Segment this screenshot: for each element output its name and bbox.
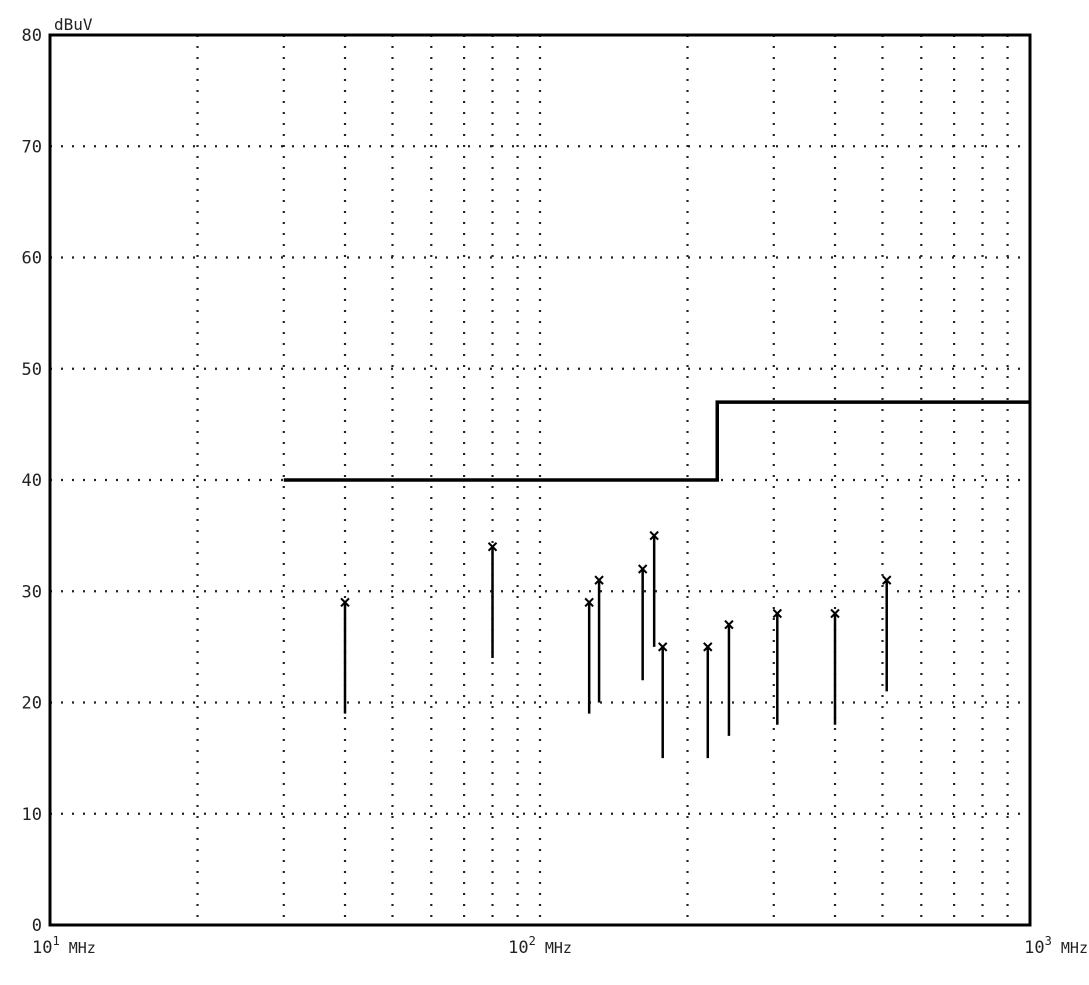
plot-frame: [48, 33, 1032, 927]
y-tick-label: 30: [22, 582, 42, 602]
measurement-x-mark: [637, 564, 648, 574]
measurement-x-mark: [584, 597, 594, 608]
measurements-layer: [340, 530, 892, 759]
measurement-x-mark: [882, 575, 892, 585]
measurement-marker: [487, 542, 498, 658]
measurement-x-mark: [830, 608, 840, 619]
plot-frame-layer: [48, 33, 1032, 927]
y-tick-label: 70: [22, 137, 42, 157]
y-tick-label: 20: [22, 694, 42, 714]
measurement-marker: [637, 564, 648, 681]
measurement-marker: [657, 642, 668, 759]
y-tick-label: 50: [22, 360, 42, 380]
y-tick-label: 40: [22, 471, 42, 491]
measurement-marker: [830, 608, 840, 725]
measurement-x-mark: [657, 642, 668, 652]
measurement-marker: [772, 608, 783, 725]
measurement-x-mark: [724, 619, 734, 630]
x-tick-label: 102 MHz: [508, 934, 572, 958]
y-tick-label: 60: [22, 249, 42, 269]
measurement-marker: [882, 575, 892, 692]
measurement-x-mark: [772, 608, 783, 619]
x-tick-label: 103 MHz: [1024, 934, 1088, 958]
y-tick-label: 10: [22, 805, 42, 825]
measurement-x-mark: [649, 530, 659, 541]
measurement-x-mark: [703, 642, 713, 652]
y-unit-label: dBuV: [54, 15, 93, 34]
limit-line-layer: [283, 400, 1030, 482]
measurement-x-mark: [340, 597, 350, 608]
measurement-marker: [649, 530, 659, 647]
measurement-x-mark: [487, 542, 498, 552]
measurement-marker: [340, 597, 350, 714]
measurement-marker: [594, 575, 604, 703]
limit-line: [283, 400, 1030, 482]
measurement-marker: [724, 619, 734, 736]
y-tick-label: 80: [22, 26, 42, 46]
measurement-x-mark: [594, 575, 604, 585]
measurement-marker: [584, 597, 594, 714]
axis-labels-layer: 0 10 20 30 40 50 60 70 80 dBuV 101 MHz 102 MHz 103 M…: [22, 15, 1088, 958]
y-tick-label: 0: [32, 916, 42, 936]
measurement-marker: [703, 642, 713, 759]
x-tick-label: 101 MHz: [32, 934, 96, 958]
